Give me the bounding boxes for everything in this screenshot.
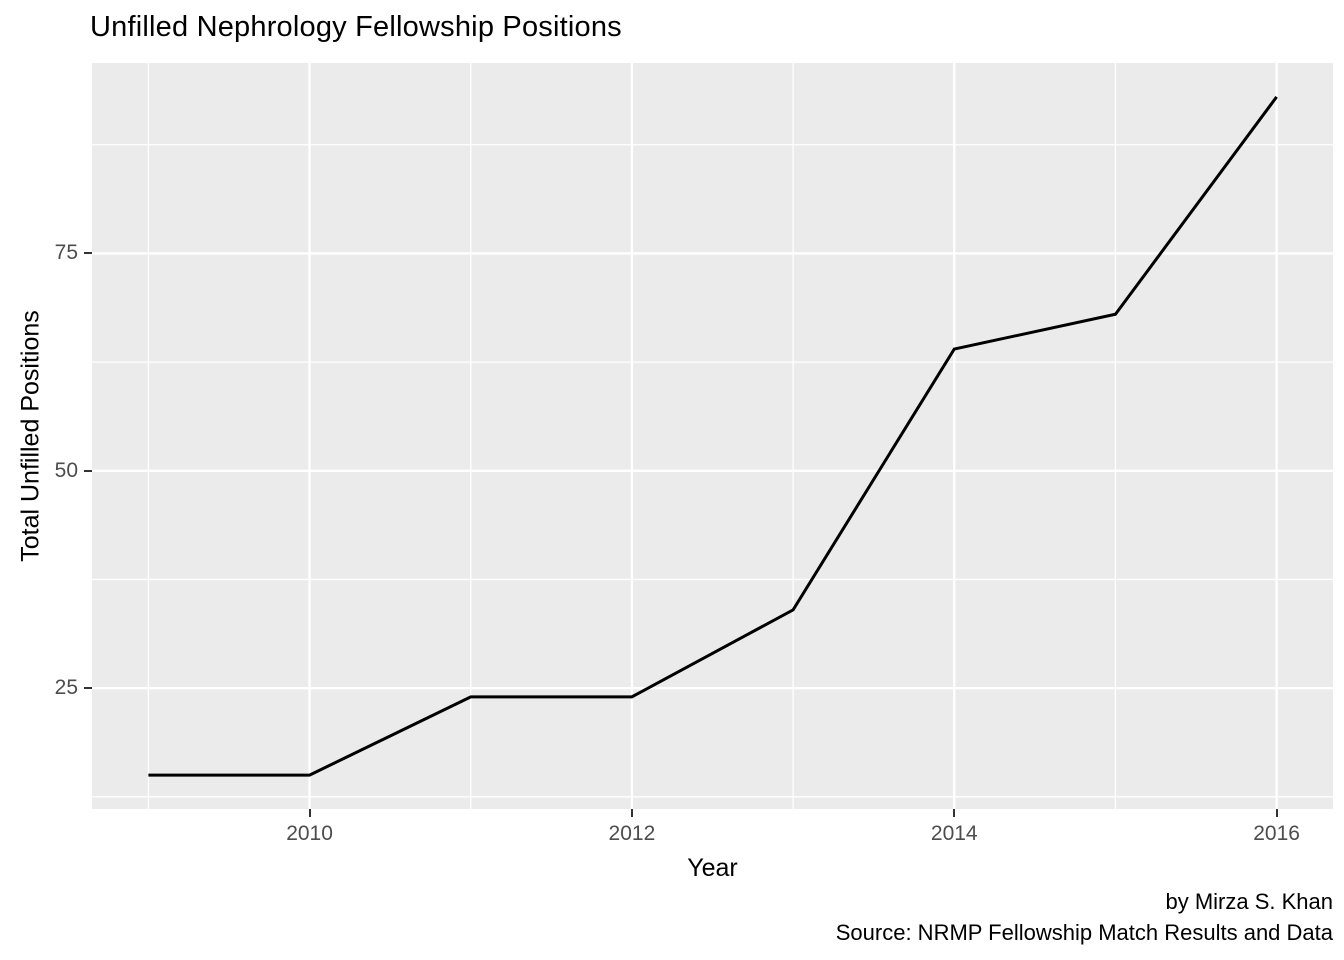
y-tick-mark <box>84 687 92 690</box>
data-line <box>148 96 1278 777</box>
plot-panel <box>92 63 1333 809</box>
x-tick-mark <box>630 809 633 817</box>
y-axis-title: Total Unfilled Positions <box>16 310 45 562</box>
x-tick-label: 2012 <box>608 822 656 845</box>
y-tick-label: 25 <box>54 676 78 700</box>
y-tick-label: 50 <box>54 458 78 482</box>
x-tick-label: 2014 <box>930 822 978 845</box>
x-tick-mark <box>1275 809 1278 817</box>
x-tick-mark <box>308 809 311 817</box>
chart-title: Unfilled Nephrology Fellowship Positions <box>90 11 622 43</box>
x-tick-label: 2016 <box>1253 822 1300 845</box>
x-tick-label: 2010 <box>286 822 333 845</box>
caption: by Mirza S. Khan Source: NRMP Fellowship… <box>836 886 1333 948</box>
y-tick-mark <box>84 252 92 255</box>
x-axis-title: Year <box>687 854 738 882</box>
caption-source: Source: NRMP Fellowship Match Results an… <box>835 920 1333 945</box>
y-tick-mark <box>84 469 92 472</box>
caption-author: by Mirza S. Khan <box>1165 889 1333 914</box>
line-chart-svg <box>92 63 1333 809</box>
x-tick-mark <box>953 809 956 817</box>
y-tick-label: 75 <box>54 241 78 265</box>
